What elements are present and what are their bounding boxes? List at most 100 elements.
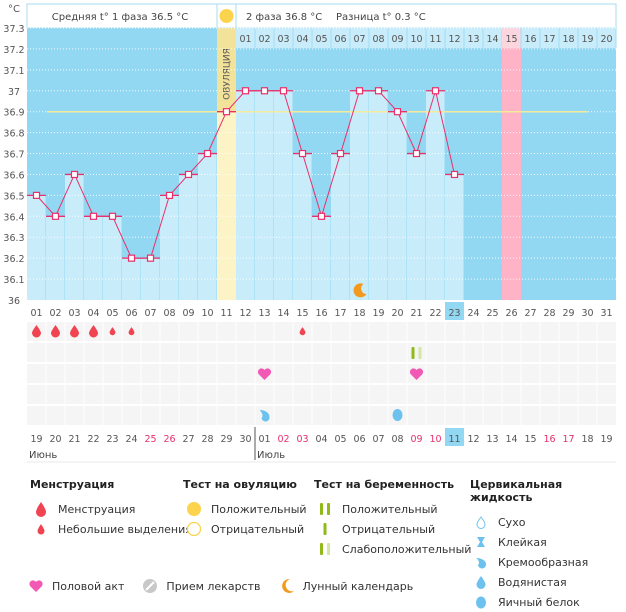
x-tick-label: 02 <box>49 308 61 319</box>
legend-item: Положительный <box>342 502 438 516</box>
post-ovulation-day-label: 17 <box>543 34 555 45</box>
temp-point <box>374 87 383 95</box>
y-tick-label: 36.3 <box>3 233 24 244</box>
temp-point <box>431 87 440 95</box>
bbt-chart: Средняя t° 1 фаза 36.5 °C 2 фаза 36.8 °C Р… <box>3 3 617 463</box>
x-tick-label: 05 <box>106 308 118 319</box>
circle-outline-icon <box>183 521 205 537</box>
sticky-icon <box>470 535 492 549</box>
legend-pregnancy-test: Тест на беременность Положительный Отриц… <box>314 478 471 559</box>
temp-bar <box>179 174 198 300</box>
temp-point <box>127 254 136 262</box>
x-tick-label: 19 <box>372 308 384 319</box>
legend-item: Половой акт <box>52 579 125 593</box>
post-ovulation-day-label: 13 <box>467 34 479 45</box>
y-unit-label: °C <box>8 4 20 15</box>
temperature-difference: Разница t° 0.3 °C <box>336 12 426 23</box>
calendar-date-label: 02 <box>277 434 289 445</box>
y-tick-label: 36 <box>8 296 20 307</box>
temp-point <box>222 108 231 116</box>
x-tick-label: 18 <box>353 308 365 319</box>
legend-title: Тест на овуляцию <box>183 478 297 491</box>
x-tick-label: 17 <box>334 308 346 319</box>
x-tick-label: 07 <box>144 308 156 319</box>
post-ovulation-day-label: 18 <box>562 34 574 45</box>
x-tick-label: 08 <box>163 308 175 319</box>
x-tick-label: 27 <box>524 308 536 319</box>
post-ovulation-day-label: 19 <box>581 34 593 45</box>
temp-point <box>184 170 193 179</box>
x-tick-label: 29 <box>562 308 574 319</box>
y-tick-label: 36.5 <box>3 191 24 202</box>
calendar-date-label: 20 <box>49 434 61 445</box>
watery-icon <box>470 575 492 589</box>
legend-item: Положительный <box>211 502 307 516</box>
calendar-date-label: 04 <box>315 434 327 445</box>
temp-point <box>51 212 60 220</box>
temp-bar <box>65 174 84 300</box>
calendar-date-label: 24 <box>125 434 137 445</box>
menstruation-drop-icon <box>51 325 60 338</box>
x-tick-label: 23 <box>448 308 460 319</box>
header-bar <box>26 3 617 29</box>
marker-row <box>27 406 616 425</box>
two-bars-icon <box>314 502 336 516</box>
marker-row <box>27 385 616 404</box>
x-tick-label: 25 <box>486 308 498 319</box>
calendar-date-label: 29 <box>220 434 232 445</box>
x-tick-label: 28 <box>543 308 555 319</box>
temp-point <box>412 149 421 158</box>
calendar-date-label: 08 <box>391 434 403 445</box>
temp-point <box>108 212 117 220</box>
post-ovulation-day-label: 16 <box>524 34 536 45</box>
x-tick-label: 03 <box>68 308 80 319</box>
post-ovulation-day-label: 08 <box>372 34 384 45</box>
x-tick-label: 22 <box>429 308 441 319</box>
x-tick-label: 10 <box>201 308 213 319</box>
month-label: Июль <box>257 450 285 461</box>
x-tick-label: 01 <box>30 308 42 319</box>
x-tick-label: 30 <box>581 308 593 319</box>
temp-bar <box>445 174 464 300</box>
marker-row <box>27 343 616 362</box>
marker-row <box>27 364 616 383</box>
ovulation-label: ОВУЛЯЦИЯ <box>223 48 233 100</box>
calendar-date-label: 11 <box>448 434 460 445</box>
post-ovulation-day-label: 07 <box>353 34 365 45</box>
phase1-average: Средняя t° 1 фаза 36.5 °C <box>52 12 189 23</box>
temp-point <box>260 87 269 95</box>
legend-title: Менструация <box>30 478 115 491</box>
legend-ovulation-test: Тест на овуляцию Положительный Отрицател… <box>183 478 307 539</box>
calendar-date-label: 15 <box>524 434 536 445</box>
temp-point <box>203 149 212 158</box>
temp-point <box>279 87 288 95</box>
temp-point <box>70 170 79 179</box>
y-tick-label: 36.7 <box>3 150 24 161</box>
calendar-date-label: 09 <box>410 434 422 445</box>
temp-bar <box>274 90 293 301</box>
x-tick-label: 13 <box>258 308 270 319</box>
y-tick-label: 37.3 <box>3 24 24 35</box>
temp-point <box>89 212 98 220</box>
post-ovulation-day-label: 14 <box>486 34 498 45</box>
temp-bar <box>331 153 350 300</box>
calendar-date-label: 18 <box>581 434 593 445</box>
temp-bar <box>388 111 407 300</box>
legend-menstruation: Менструация Менструация Небольшие выделе… <box>30 478 192 539</box>
x-tick-label: 16 <box>315 308 327 319</box>
y-tick-label: 37.2 <box>3 45 24 56</box>
post-ovulation-day-label: 12 <box>448 34 460 45</box>
legend-other: Половой акт Прием лекарств Лунный календ… <box>28 578 431 594</box>
y-tick-label: 36.4 <box>3 212 24 223</box>
moon-icon <box>353 283 367 298</box>
temp-point <box>32 191 41 199</box>
legend-item: Менструация <box>58 502 136 516</box>
month-label: Июнь <box>29 450 57 461</box>
temp-point <box>355 87 364 95</box>
spotting-drop-icon <box>128 327 135 336</box>
calendar-date-label: 30 <box>239 434 251 445</box>
heart-icon <box>257 368 272 380</box>
heart-icon <box>409 368 424 380</box>
creamy-fluid-icon <box>259 410 270 422</box>
menstruation-drop-icon <box>70 325 79 338</box>
